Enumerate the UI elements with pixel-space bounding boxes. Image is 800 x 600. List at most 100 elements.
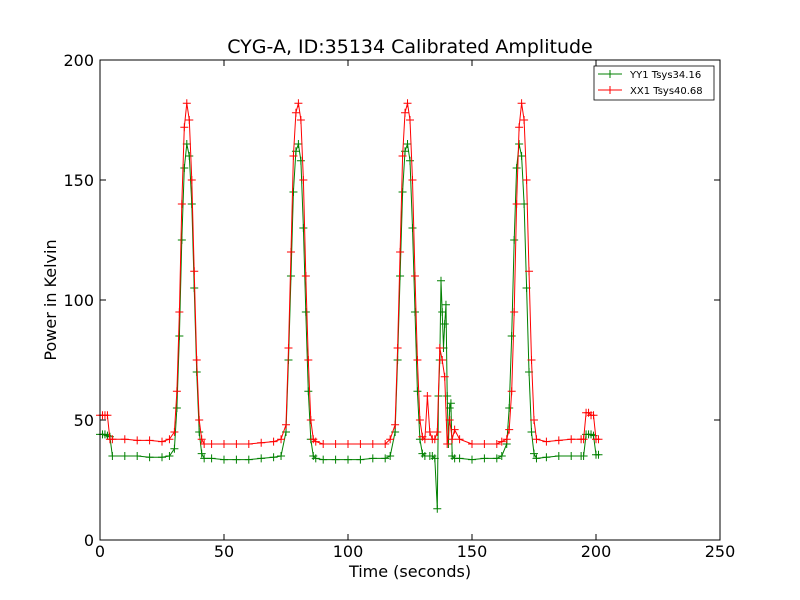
data-point [381,440,390,448]
data-point [510,236,519,244]
data-point [294,99,303,108]
data-point [446,399,455,408]
data-point [438,356,447,364]
x-tick-label: 50 [214,542,234,561]
data-point [433,504,442,513]
data-point [103,411,112,420]
data-point [120,435,129,444]
y-tick-label: 0 [84,531,94,550]
data-point [502,435,511,444]
data-point [296,116,305,124]
data-point [145,453,154,462]
data-point [301,308,310,316]
data-point [306,416,315,424]
data-point [220,455,228,464]
data-point [207,440,216,448]
data-point [381,454,390,463]
data-point [172,404,181,412]
data-point [554,452,563,460]
data-point [455,454,464,463]
data-point [356,455,365,464]
data-point [410,308,419,316]
data-point [450,425,459,434]
data-point [257,454,266,463]
data-point [182,99,191,108]
data-point [344,455,352,464]
data-point [455,435,464,444]
data-point [527,428,536,436]
data-point [505,425,514,434]
data-point [391,420,400,429]
data-point [425,428,434,436]
data-point [386,452,395,460]
legend-box [593,65,715,101]
data-point [286,272,295,280]
y-tick-label: 100 [63,291,94,310]
data-point [177,236,186,244]
y-axis-label: Power in Kelvin [41,239,60,360]
data-point [165,435,174,444]
data-point [269,437,278,446]
data-point [386,435,395,444]
data-point [396,272,405,280]
data-point [289,188,298,196]
legend: YY1 Tsys34.16 XX1 Tsys40.68 [593,65,715,101]
y-tick-label: 150 [63,171,94,190]
data-point [291,108,300,117]
data-point [594,435,603,444]
data-point [542,437,551,446]
data-point [190,267,199,276]
data-point [319,440,328,448]
data-point [299,224,308,232]
data-point [187,176,196,184]
data-point [497,437,506,446]
data-point [406,116,414,124]
data-point [331,455,340,464]
data-point [200,440,209,448]
data-point [525,267,534,276]
data-point [344,440,352,448]
data-point [185,152,194,160]
data-point [567,452,576,460]
data-point [398,152,407,160]
data-point [187,200,196,208]
data-point [170,428,179,436]
data-point [438,308,447,316]
data-point [507,387,516,396]
data-point [413,387,422,396]
data-point [180,123,189,132]
data-point [579,435,588,444]
data-point [589,411,598,420]
data-point [515,123,524,132]
data-point [108,452,117,460]
data-point [195,428,204,436]
data-point [433,428,442,436]
y-tick-label: 200 [63,51,94,70]
legend-label-xx1: XX1 Tsys40.68 [630,86,703,97]
data-point [284,344,293,352]
legend-marker-yy1 [606,70,614,78]
data-point [269,453,278,462]
data-point [435,344,444,352]
x-tick-label: 200 [581,542,612,561]
data-point [512,164,521,172]
data-point [423,392,432,400]
data-point [304,356,313,364]
data-point [554,436,563,445]
data-point [133,436,142,445]
data-point [232,455,241,464]
data-point [522,176,531,184]
data-point [207,454,216,463]
data-point [492,440,501,448]
data-point [530,416,538,424]
data-point [497,452,506,460]
data-point [527,356,536,364]
data-point [443,392,452,400]
data-point [277,452,286,460]
data-point [437,276,445,285]
data-point [331,440,340,448]
x-axis-label: Time (seconds) [348,562,471,581]
data-point [579,452,588,460]
data-point [505,404,514,412]
